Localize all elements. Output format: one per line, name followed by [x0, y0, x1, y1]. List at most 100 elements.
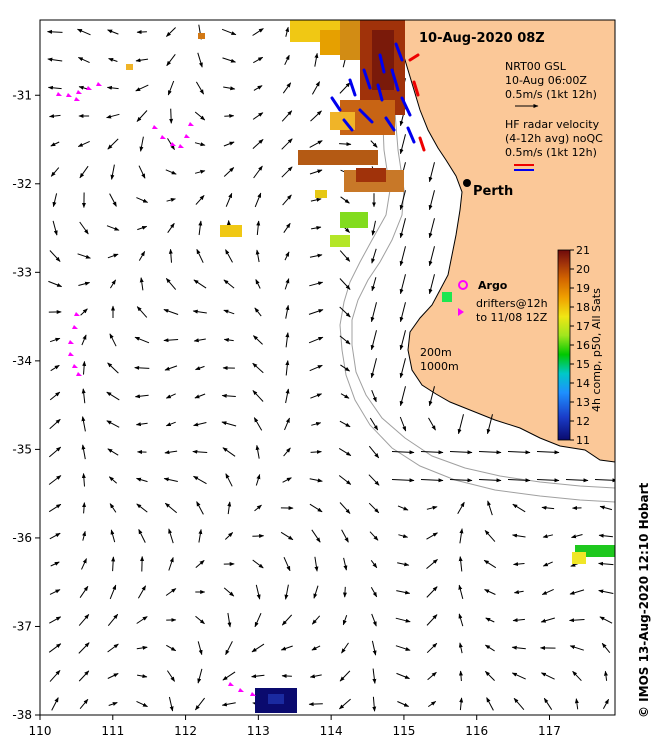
gsl-arrow — [339, 420, 351, 428]
gsl-arrow — [457, 414, 464, 435]
gsl-arrow — [137, 585, 147, 599]
gsl-arrow — [599, 505, 613, 511]
gsl-arrow — [311, 81, 321, 95]
gsl-arrow — [339, 306, 351, 318]
gsl-arrow — [484, 589, 496, 595]
gsl-arrow — [478, 478, 502, 483]
map-title: 10-Aug-2020 08Z — [419, 31, 545, 46]
gsl-arrow — [107, 29, 119, 35]
gsl-arrow — [339, 142, 352, 147]
gsl-arrow — [223, 86, 236, 91]
gsl-arrow — [572, 670, 582, 682]
gsl-arrow — [252, 139, 264, 149]
gsl-arrow — [428, 274, 435, 295]
gsl-arrow — [399, 218, 406, 239]
gsl-arrow — [168, 528, 174, 544]
gsl-arrow — [513, 562, 525, 567]
gsl-arrow — [598, 561, 614, 566]
y-tick-label: -33 — [12, 265, 32, 279]
gsl-arrow — [81, 558, 87, 570]
drifter-tracks — [56, 82, 464, 696]
x-tick-label: 113 — [247, 724, 270, 738]
gsl-arrow — [193, 422, 207, 427]
gsl-arrow — [78, 670, 90, 682]
colorbar-tick-label: 15 — [576, 358, 590, 371]
legend-argo: Argo — [478, 279, 508, 292]
gsl-arrow — [541, 505, 555, 510]
gsl-arrow — [428, 386, 435, 407]
gsl-arrow — [194, 169, 206, 174]
gsl-arrow — [569, 589, 585, 595]
gsl-arrow — [601, 642, 611, 654]
gsl-arrow — [397, 701, 410, 707]
gsl-arrow — [398, 534, 409, 539]
gsl-arrow — [282, 477, 292, 483]
gsl-arrow — [224, 113, 235, 118]
gsl-arrow — [251, 643, 265, 653]
y-tick-label: -38 — [12, 708, 32, 722]
gsl-arrow — [339, 82, 351, 94]
gsl-arrow — [309, 364, 323, 372]
gsl-arrow — [193, 475, 207, 485]
gsl-arrow — [135, 58, 149, 63]
gsl-arrow — [166, 27, 176, 37]
gsl-arrow — [397, 505, 409, 511]
x-tick-label: 115 — [392, 724, 415, 738]
gsl-arrow — [399, 246, 406, 267]
gsl-arrow — [195, 365, 205, 371]
gsl-arrow — [284, 278, 290, 290]
legend-isobath-200: 200m — [420, 346, 452, 359]
gsl-arrow — [109, 584, 117, 600]
gsl-arrow — [284, 251, 290, 261]
gsl-arrow — [224, 532, 234, 540]
gsl-arrow — [512, 618, 525, 623]
gsl-arrow — [136, 503, 148, 513]
gsl-arrow — [165, 421, 176, 427]
gsl-arrow — [369, 531, 379, 541]
gsl-arrow — [79, 165, 89, 179]
gsl-arrow — [602, 698, 610, 709]
gsl-arrow — [252, 533, 265, 538]
gsl-arrow — [107, 673, 119, 679]
gsl-arrow — [82, 502, 87, 514]
gsl-arrow — [77, 56, 90, 64]
gsl-arrow — [47, 57, 63, 62]
gsl-arrow — [484, 644, 495, 652]
gsl-arrow — [195, 560, 205, 568]
gsl-arrow — [483, 559, 497, 569]
gsl-arrow — [197, 641, 203, 656]
gsl-arrow — [569, 645, 584, 651]
y-tick-label: -31 — [12, 88, 32, 102]
gsl-arrow — [166, 670, 176, 682]
gsl-arrow — [420, 450, 444, 455]
colorbar-tick-label: 14 — [576, 377, 590, 390]
gsl-arrow — [225, 192, 233, 207]
gsl-arrow — [49, 418, 61, 430]
gsl-arrow — [109, 333, 117, 347]
gsl-arrow — [193, 279, 207, 289]
gsl-arrow — [253, 165, 263, 179]
gsl-arrow — [109, 193, 117, 207]
gsl-arrow — [512, 533, 526, 538]
gsl-arrow — [426, 642, 438, 654]
gsl-arrow — [478, 450, 502, 455]
gsl-arrow — [196, 248, 204, 263]
plot-frame — [39, 19, 616, 716]
gsl-arrow — [458, 613, 464, 627]
colorbar-tick-label: 19 — [576, 282, 590, 295]
gsl-arrow — [223, 167, 235, 177]
credit-text: © IMOS 13-Aug-2020 12:10 Hobart — [637, 482, 651, 718]
gsl-arrow — [339, 250, 351, 262]
gsl-arrow — [282, 82, 292, 94]
gsl-arrow — [168, 696, 174, 712]
gsl-arrow — [197, 52, 203, 68]
gsl-arrow — [428, 190, 435, 211]
y-tick-label: -36 — [12, 531, 32, 545]
gsl-arrow — [193, 338, 206, 343]
gsl-arrow — [395, 617, 411, 623]
gsl-arrow — [542, 561, 553, 567]
x-axis: 110 111 112 113 114 115 116 117 — [29, 715, 561, 738]
gsl-arrow — [281, 110, 293, 122]
y-tick-label: -32 — [12, 177, 32, 191]
gsl-arrow — [536, 450, 560, 455]
